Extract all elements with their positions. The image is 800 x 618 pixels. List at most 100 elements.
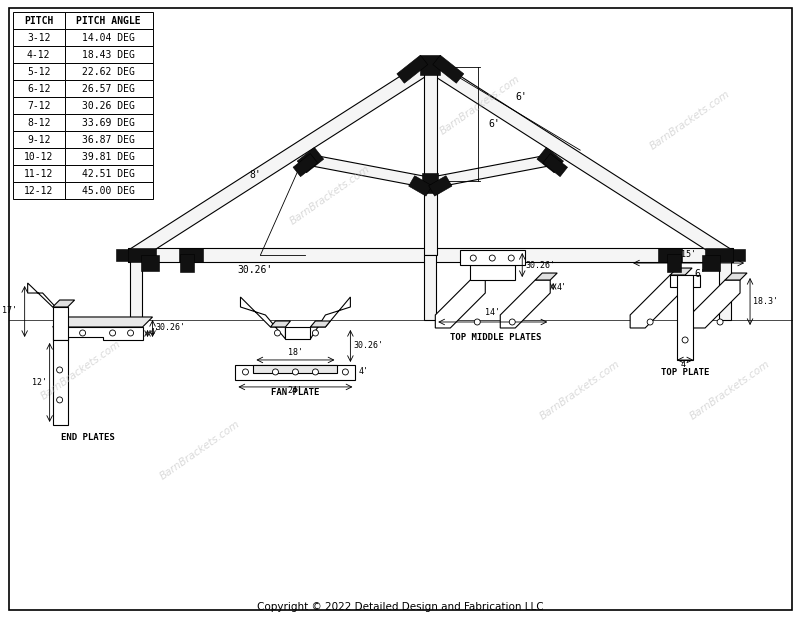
Polygon shape [725, 273, 747, 280]
Polygon shape [115, 249, 138, 261]
Polygon shape [254, 365, 338, 373]
Polygon shape [270, 321, 290, 327]
Text: 15': 15' [681, 250, 695, 259]
Circle shape [57, 367, 62, 373]
Text: 12-12: 12-12 [24, 185, 54, 196]
Text: PITCH: PITCH [24, 15, 54, 26]
Polygon shape [53, 307, 68, 340]
Polygon shape [53, 300, 74, 307]
Polygon shape [310, 297, 350, 339]
Polygon shape [470, 265, 515, 280]
Bar [65, 63, 153, 80]
Polygon shape [667, 254, 681, 272]
Polygon shape [127, 248, 733, 262]
Text: 22.62 DEG: 22.62 DEG [82, 67, 135, 77]
Text: BarnBrackets.com: BarnBrackets.com [688, 358, 772, 421]
Circle shape [80, 330, 86, 336]
Polygon shape [460, 250, 526, 265]
Text: 14.04 DEG: 14.04 DEG [82, 33, 135, 43]
Bar [13, 46, 65, 63]
Circle shape [682, 337, 688, 343]
Text: 18.3': 18.3' [753, 297, 778, 305]
Circle shape [273, 369, 278, 375]
Circle shape [57, 397, 62, 403]
Text: 6': 6' [694, 269, 706, 279]
Text: BarnBrackets.com: BarnBrackets.com [289, 164, 372, 227]
Polygon shape [424, 66, 437, 255]
Bar [13, 29, 65, 46]
Polygon shape [53, 317, 153, 327]
Polygon shape [53, 340, 68, 425]
Polygon shape [286, 327, 310, 339]
Bar [13, 97, 65, 114]
Circle shape [717, 319, 723, 325]
Bar [65, 46, 153, 63]
Text: PITCH ANGLE: PITCH ANGLE [76, 15, 141, 26]
Bar [13, 63, 65, 80]
Polygon shape [719, 255, 731, 320]
Circle shape [127, 330, 134, 336]
Bar [65, 148, 153, 165]
Polygon shape [670, 275, 700, 287]
Text: 36.87 DEG: 36.87 DEG [82, 135, 135, 145]
Polygon shape [297, 148, 324, 173]
Polygon shape [53, 327, 142, 340]
Polygon shape [179, 254, 194, 272]
Text: END PLATES: END PLATES [61, 433, 114, 442]
Circle shape [470, 255, 476, 261]
Text: BarnBrackets.com: BarnBrackets.com [38, 339, 122, 401]
Text: 17': 17' [2, 307, 17, 316]
Circle shape [647, 319, 653, 325]
Polygon shape [658, 248, 682, 262]
Text: 26.57 DEG: 26.57 DEG [82, 83, 135, 94]
Polygon shape [141, 255, 158, 271]
Polygon shape [433, 55, 464, 83]
Polygon shape [435, 280, 486, 328]
Text: 6': 6' [515, 92, 527, 102]
Text: 6': 6' [488, 119, 500, 129]
Text: 33.69 DEG: 33.69 DEG [82, 117, 135, 128]
Bar [65, 29, 153, 46]
Polygon shape [537, 148, 563, 173]
Polygon shape [670, 268, 692, 275]
Text: 42.51 DEG: 42.51 DEG [82, 169, 135, 179]
Text: 30.26': 30.26' [354, 342, 383, 350]
Text: 4': 4' [680, 360, 690, 369]
Polygon shape [409, 176, 432, 196]
Polygon shape [127, 248, 155, 262]
Text: 5-12: 5-12 [27, 67, 50, 77]
Polygon shape [310, 321, 330, 327]
Polygon shape [130, 59, 434, 261]
Text: 39.81 DEG: 39.81 DEG [82, 151, 135, 162]
Polygon shape [702, 255, 720, 271]
Polygon shape [630, 275, 685, 328]
Polygon shape [424, 255, 436, 320]
Polygon shape [241, 297, 286, 339]
Bar [13, 12, 65, 29]
Circle shape [490, 255, 495, 261]
Polygon shape [422, 173, 438, 193]
Polygon shape [397, 55, 428, 83]
Bar [65, 182, 153, 199]
Text: TOP PLATE: TOP PLATE [661, 368, 710, 377]
Polygon shape [28, 283, 68, 320]
Text: 30.26 DEG: 30.26 DEG [82, 101, 135, 111]
Text: 3-12: 3-12 [27, 33, 50, 43]
Text: 45.00 DEG: 45.00 DEG [82, 185, 135, 196]
Circle shape [474, 319, 480, 325]
Polygon shape [310, 154, 431, 188]
Circle shape [313, 369, 318, 375]
Bar [13, 182, 65, 199]
Polygon shape [130, 255, 142, 320]
Circle shape [110, 330, 115, 336]
Bar [13, 148, 65, 165]
Polygon shape [705, 248, 733, 262]
Text: 4': 4' [556, 282, 566, 292]
Bar [65, 80, 153, 97]
Text: 11-12: 11-12 [24, 169, 54, 179]
Bar [65, 12, 153, 29]
Bar [13, 80, 65, 97]
Bar [65, 131, 153, 148]
Bar [13, 165, 65, 182]
Polygon shape [535, 273, 558, 280]
